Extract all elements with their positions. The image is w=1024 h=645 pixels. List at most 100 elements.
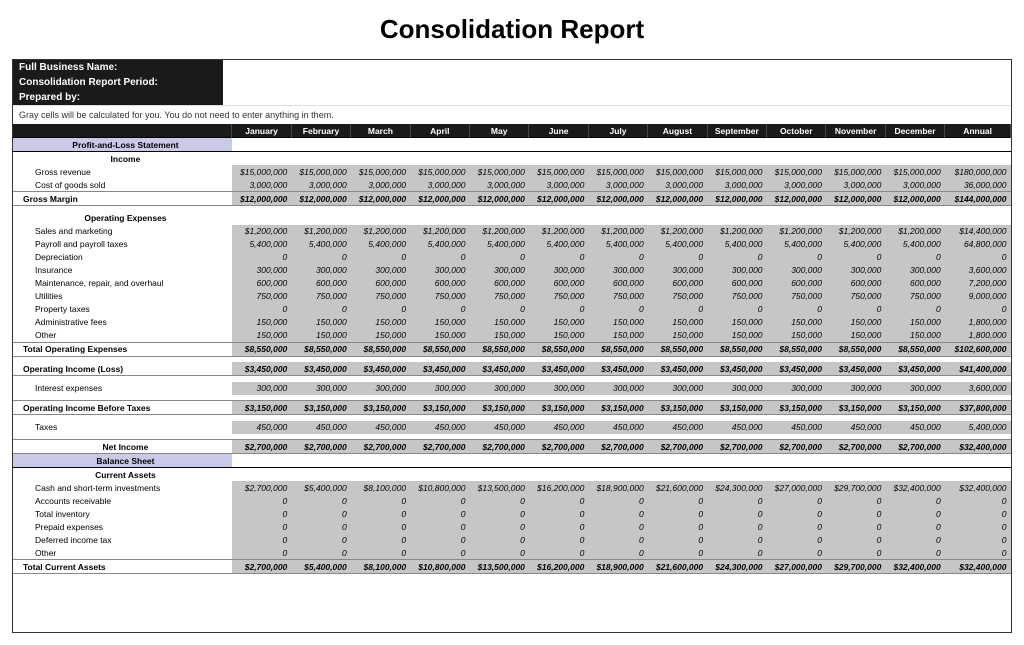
band-empty	[470, 454, 529, 468]
net-income-value: $2,700,000	[410, 440, 469, 454]
bs-row-3-value: 0	[826, 520, 885, 533]
opex-row-0-value: $1,200,000	[885, 225, 944, 238]
gross-revenue-row-value: $15,000,000	[232, 165, 291, 178]
opex-row-3-value: 300,000	[529, 264, 588, 277]
opex-row-1-value: 5,400,000	[529, 238, 588, 251]
opex-row-0: Sales and marketing$1,200,000$1,200,000$…	[13, 225, 1011, 238]
bs-row-5-value: 0	[529, 546, 588, 560]
cogs-row-value: 3,000,000	[885, 178, 944, 192]
opex-row-3-value: 300,000	[826, 264, 885, 277]
opex-row-7-value: 150,000	[291, 316, 350, 329]
opex-row-7-value: 150,000	[470, 316, 529, 329]
gross-margin-row-value: $12,000,000	[470, 192, 529, 206]
gross-margin-row-value: $12,000,000	[351, 192, 410, 206]
header-block: Full Business Name: Consolidation Report…	[13, 60, 223, 105]
opex-row-8-value: 150,000	[767, 329, 826, 343]
month-header-cell: June	[529, 124, 588, 138]
total-opex-row-value: $8,550,000	[707, 342, 766, 356]
sub-empty	[826, 212, 885, 225]
opex-row-0-value: $1,200,000	[410, 225, 469, 238]
cogs-row: Cost of goods sold3,000,0003,000,0003,00…	[13, 178, 1011, 192]
opex-row-4: Maintenance, repair, and overhaul600,000…	[13, 277, 1011, 290]
opex-row-0-value: $1,200,000	[470, 225, 529, 238]
op-income-before-tax-row-value: $3,150,000	[410, 401, 469, 415]
interest-row-value: 300,000	[470, 382, 529, 395]
month-header-cell: January	[232, 124, 291, 138]
bs-row-1-label: Accounts receivable	[13, 494, 232, 507]
bs-band: Balance Sheet	[13, 454, 1011, 468]
bs-row-0-value: $13,500,000	[470, 481, 529, 494]
band-empty	[767, 138, 826, 152]
opex-row-6-value: 0	[945, 303, 1011, 316]
opex-row-7: Administrative fees150,000150,000150,000…	[13, 316, 1011, 329]
bs-row-4-value: 0	[351, 533, 410, 546]
bs-row-0: Cash and short-term investments$2,700,00…	[13, 481, 1011, 494]
taxes-row-value: 450,000	[470, 421, 529, 434]
bs-row-3-value: 0	[232, 520, 291, 533]
taxes-row-value: 450,000	[232, 421, 291, 434]
cogs-row-value: 3,000,000	[470, 178, 529, 192]
month-header-cell: April	[410, 124, 469, 138]
opex-subheader: Operating Expenses	[13, 212, 1011, 225]
opex-row-1: Payroll and payroll taxes5,400,0005,400,…	[13, 238, 1011, 251]
sub-empty	[291, 468, 350, 482]
bs-row-5-value: 0	[767, 546, 826, 560]
prepared-by-label: Prepared by:	[13, 90, 223, 105]
gross-margin-row-value: $12,000,000	[529, 192, 588, 206]
sub-empty	[885, 152, 944, 166]
total-current-assets-row-value: $29,700,000	[826, 560, 885, 574]
opex-row-7-value: 150,000	[648, 316, 707, 329]
op-income-row-value: $3,450,000	[529, 362, 588, 376]
sub-empty	[648, 152, 707, 166]
bs-row-2-value: 0	[232, 507, 291, 520]
gross-margin-row-value: $12,000,000	[410, 192, 469, 206]
opex-row-0-label: Sales and marketing	[13, 225, 232, 238]
sub-empty	[945, 468, 1011, 482]
total-current-assets-row-value: $8,100,000	[351, 560, 410, 574]
opex-row-4-value: 600,000	[351, 277, 410, 290]
opex-row-0-value: $1,200,000	[707, 225, 766, 238]
total-current-assets-row-value: $27,000,000	[767, 560, 826, 574]
band-empty	[826, 138, 885, 152]
op-income-row-value: $3,450,000	[410, 362, 469, 376]
band-empty	[767, 454, 826, 468]
interest-row-value: 300,000	[232, 382, 291, 395]
opex-row-0-value: $1,200,000	[529, 225, 588, 238]
sub-empty	[707, 468, 766, 482]
gross-margin-row-value: $12,000,000	[232, 192, 291, 206]
op-income-row-value: $3,450,000	[291, 362, 350, 376]
band-empty	[351, 454, 410, 468]
bs-row-4-value: 0	[826, 533, 885, 546]
taxes-row-value: 450,000	[529, 421, 588, 434]
bs-row-4-value: 0	[885, 533, 944, 546]
opex-row-4-value: 600,000	[232, 277, 291, 290]
band-empty	[707, 138, 766, 152]
opex-row-4-value: 600,000	[885, 277, 944, 290]
opex-row-7-value: 150,000	[767, 316, 826, 329]
opex-row-5-value: 750,000	[232, 290, 291, 303]
opex-row-1-value: 5,400,000	[826, 238, 885, 251]
opex-row-3-value: 300,000	[351, 264, 410, 277]
gross-revenue-row-value: $15,000,000	[588, 165, 647, 178]
bs-row-0-value: $32,400,000	[945, 481, 1011, 494]
opex-row-4-value: 600,000	[767, 277, 826, 290]
bs-row-5-value: 0	[351, 546, 410, 560]
opex-row-8-value: 150,000	[707, 329, 766, 343]
sub-empty	[351, 152, 410, 166]
bs-row-1-value: 0	[826, 494, 885, 507]
opex-row-7-value: 150,000	[410, 316, 469, 329]
opex-row-8-value: 150,000	[470, 329, 529, 343]
sub-empty	[232, 152, 291, 166]
bs-row-2: Total inventory0000000000000	[13, 507, 1011, 520]
cogs-row-label: Cost of goods sold	[13, 178, 232, 192]
opex-row-2-label: Depreciation	[13, 251, 232, 264]
interest-row-value: 300,000	[588, 382, 647, 395]
opex-row-4-value: 600,000	[648, 277, 707, 290]
op-income-row-value: $3,450,000	[885, 362, 944, 376]
cogs-row-value: 36,000,000	[945, 178, 1011, 192]
opex-row-0-value: $1,200,000	[291, 225, 350, 238]
opex-row-5-label: Utilities	[13, 290, 232, 303]
opex-row-6-label: Property taxes	[13, 303, 232, 316]
opex-row-2-value: 0	[410, 251, 469, 264]
opex-row-8-value: 150,000	[826, 329, 885, 343]
